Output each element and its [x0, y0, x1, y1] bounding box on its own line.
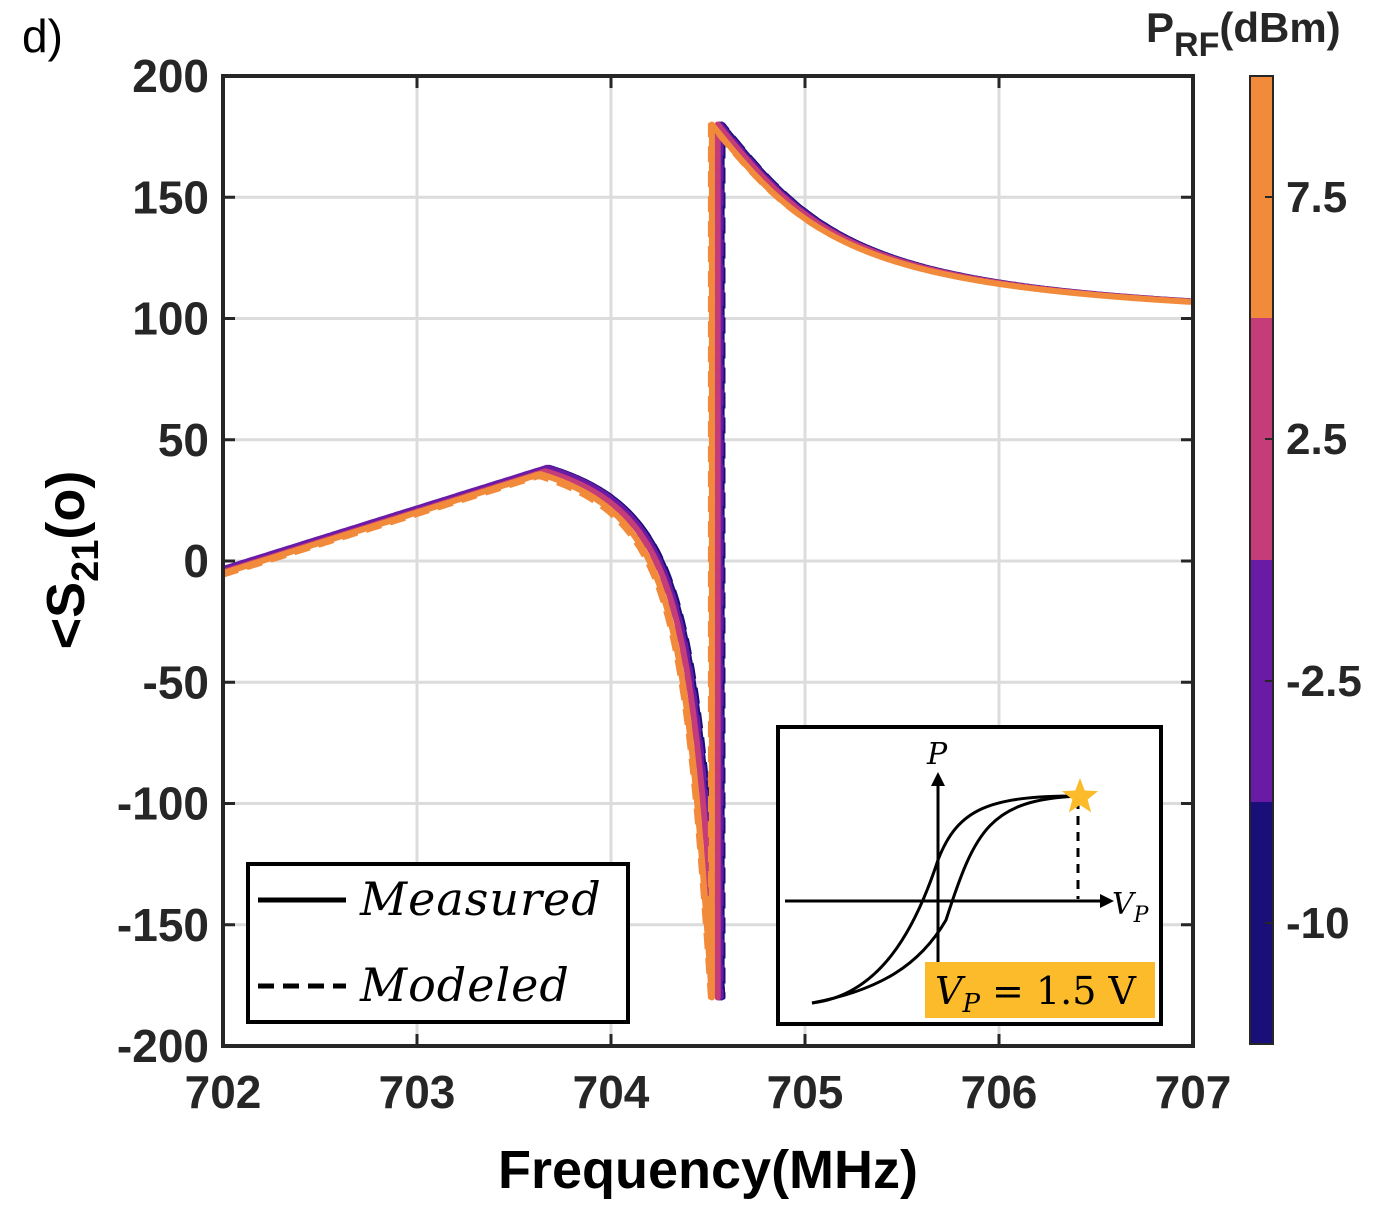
colorbar-title: PRF(dBm)	[1146, 4, 1341, 64]
axis-ticks	[221, 74, 1195, 1048]
colorbar-title-main: P	[1146, 4, 1174, 51]
colorbar-tick-label: -10	[1286, 899, 1350, 948]
y-tick-label: -150	[117, 899, 209, 951]
inset-annotation-sub: P	[961, 989, 980, 1019]
y-tick-label: -100	[117, 778, 209, 830]
x-tick-label: 706	[961, 1066, 1038, 1118]
operating-point-star-icon	[1061, 778, 1099, 813]
colorbar: -10 -2.5 2.5 7.5 PRF(dBm)	[1146, 4, 1362, 1045]
hysteresis-lower-branch	[811, 794, 1079, 1005]
inset-y-label: P	[926, 737, 948, 772]
colorbar-tick-label: 7.5	[1286, 173, 1347, 222]
colorbar-tick-label: -2.5	[1286, 657, 1362, 706]
inset-x-label-sub: P	[1133, 903, 1150, 928]
inset: P VP VP = 1.5 V	[776, 725, 1163, 1026]
legend: Measured Modeled	[246, 862, 630, 1024]
y-tick-label: 150	[132, 171, 209, 223]
inset-y-arrow	[931, 772, 945, 786]
legend-modeled: Modeled	[359, 958, 570, 1012]
inset-x-arrow	[1100, 894, 1114, 908]
x-tick-label: 704	[573, 1066, 650, 1118]
x-tick-label: 702	[185, 1066, 262, 1118]
legend-box	[246, 862, 630, 1024]
axis-tick-labels: 702 703 704 705 706 707 -200 -150 -100 -50 0 50 100 1…	[117, 50, 1231, 1118]
colorbar-title-sub: RF	[1174, 26, 1219, 64]
colorbar-tick-label: 2.5	[1286, 415, 1347, 464]
colorbar-block	[1250, 76, 1273, 318]
x-tick-label: 703	[379, 1066, 456, 1118]
panel-label: d)	[22, 10, 63, 62]
colorbar-frame	[1249, 75, 1274, 1045]
inset-annotation-rest: = 1.5 V	[980, 969, 1137, 1013]
colorbar-ticks: -10 -2.5 2.5 7.5	[1265, 173, 1362, 948]
colorbar-blocks	[1250, 76, 1273, 1044]
y-tick-label: 200	[132, 50, 209, 102]
y-tick-label: 100	[132, 293, 209, 345]
y-tick-label: 0	[183, 535, 209, 587]
y-axis-label-text: <S21(o)	[36, 471, 107, 650]
x-tick-label: 707	[1155, 1066, 1232, 1118]
y-axis-label: <S21(o)	[36, 471, 107, 650]
colorbar-block	[1250, 560, 1273, 802]
legend-measured: Measured	[359, 872, 602, 926]
colorbar-block	[1250, 802, 1273, 1044]
inset-annotation-bg	[925, 962, 1155, 1018]
inset-annotation: VP = 1.5 V	[935, 969, 1136, 1019]
series-lines	[223, 121, 1193, 1001]
y-axis-label-main: <S	[36, 582, 96, 650]
inset-x-label: VP	[1112, 887, 1150, 928]
series-line	[223, 122, 1193, 1000]
y-tick-label: -200	[117, 1020, 209, 1072]
y-axis-label-unit: (o)	[36, 471, 96, 540]
inset-annotation-main: V	[935, 969, 966, 1013]
y-tick-label: -50	[143, 656, 209, 708]
colorbar-block	[1250, 318, 1273, 560]
colorbar-title-unit: (dBm)	[1219, 4, 1340, 51]
y-axis-label-sub: 21	[65, 540, 107, 582]
x-tick-label: 705	[767, 1066, 844, 1118]
x-axis-label: Frequency(MHz)	[498, 1140, 918, 1200]
hysteresis-upper-branch	[811, 794, 1079, 1005]
inset-x-label-main: V	[1112, 887, 1137, 922]
y-tick-label: 50	[158, 414, 209, 466]
